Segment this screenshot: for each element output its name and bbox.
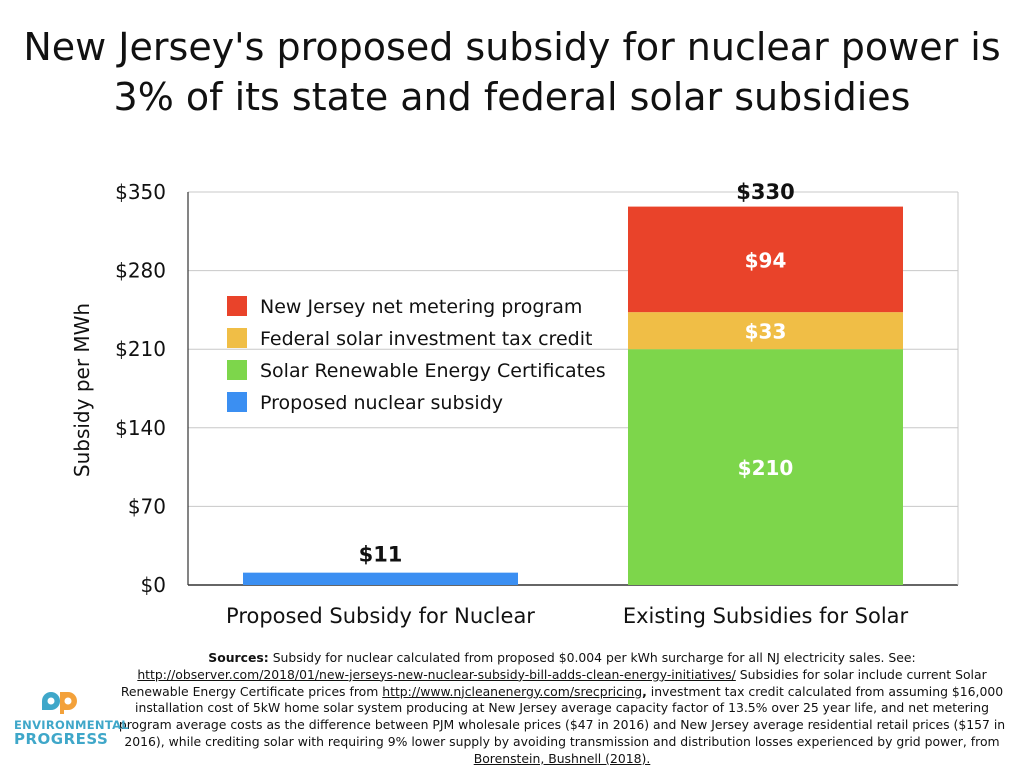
y-axis-label: Subsidy per MWh (70, 303, 94, 477)
total-label-1: $330 (736, 180, 794, 204)
legend-label-0: New Jersey net metering program (260, 296, 582, 318)
chart-title: New Jersey's proposed subsidy for nuclea… (0, 22, 1024, 122)
y-tick-label-350: $350 (115, 180, 166, 204)
chart-title-line-1: New Jersey's proposed subsidy for nuclea… (23, 25, 1001, 69)
logo-line-1: ENVIRONMENTAL (14, 718, 129, 732)
y-tick-label-70: $70 (128, 494, 166, 518)
y-tick-label-140: $140 (115, 416, 166, 440)
data-label-solar-renewable-energy-certificates: $210 (738, 456, 794, 480)
sources-text-2: Subsidies for solar include current Sola… (120, 666, 987, 699)
data-label-new-jersey-net-metering-program: $94 (745, 248, 787, 272)
category-label-0: Proposed Subsidy for Nuclear (226, 604, 535, 628)
logo-icon (42, 692, 77, 714)
legend-label-2: Solar Renewable Energy Certificates (260, 360, 606, 382)
environmental-progress-logo: ENVIRONMENTAL PROGRESS (14, 688, 129, 752)
legend: New Jersey net metering program Federal s… (227, 296, 606, 414)
total-label-0: $11 (359, 543, 403, 567)
legend-label-3: Proposed nuclear subsidy (260, 392, 503, 414)
category-labels: Proposed Subsidy for Nuclear Existing Sub… (226, 604, 909, 628)
legend-swatch-3 (227, 392, 247, 412)
y-tick-label-0: $0 (141, 573, 166, 597)
sources-text-1: Subsidy for nuclear calculated from prop… (268, 650, 916, 665)
legend-swatch-1 (227, 328, 247, 348)
sources-note: Sources: Subsidy for nuclear calculated … (112, 650, 1012, 768)
sources-text-3: investment tax credit calculated from as… (118, 683, 1006, 749)
sources-heading: Sources: (208, 650, 269, 665)
logo-line-2: PROGRESS (14, 730, 109, 748)
y-tick-label-210: $210 (115, 337, 166, 361)
chart-title-line-2: 3% of its state and federal solar subsid… (113, 75, 911, 119)
bar-segment-proposed-nuclear-subsidy-0 (243, 572, 518, 585)
source-link-njcleanenergy[interactable]: http://www.njcleanenergy.com/srecpricing (382, 683, 643, 699)
bars: $11 $210 $33 $94 $330 (243, 180, 903, 585)
legend-swatch-2 (227, 360, 247, 380)
y-tick-labels: $0 $70 $140 $210 $280 $350 (115, 180, 166, 597)
bar-segment-federal-solar-investment-tax-credit-1 (628, 312, 903, 350)
category-label-1: Existing Subsidies for Solar (623, 604, 909, 628)
source-link-observer[interactable]: http://observer.com/2018/01/new-jerseys-… (137, 666, 736, 682)
legend-label-1: Federal solar investment tax credit (260, 328, 592, 350)
y-tick-label-280: $280 (115, 259, 166, 283)
source-link-borenstein[interactable]: Borenstein, Bushnell (2018). (473, 750, 651, 766)
sources-comma: , (642, 683, 647, 699)
legend-swatch-0 (227, 296, 247, 316)
data-label-federal-solar-investment-tax-credit: $33 (745, 320, 787, 344)
bar-segment-new-jersey-net-metering-program-1 (628, 206, 903, 313)
logo-wordmark: ENVIRONMENTAL PROGRESS (14, 718, 129, 748)
stacked-bar-chart: $11$210$33$94$330 $0$70$140$210$280$350 … (70, 180, 959, 628)
bar-segment-solar-renewable-energy-certificates-1 (628, 349, 903, 585)
